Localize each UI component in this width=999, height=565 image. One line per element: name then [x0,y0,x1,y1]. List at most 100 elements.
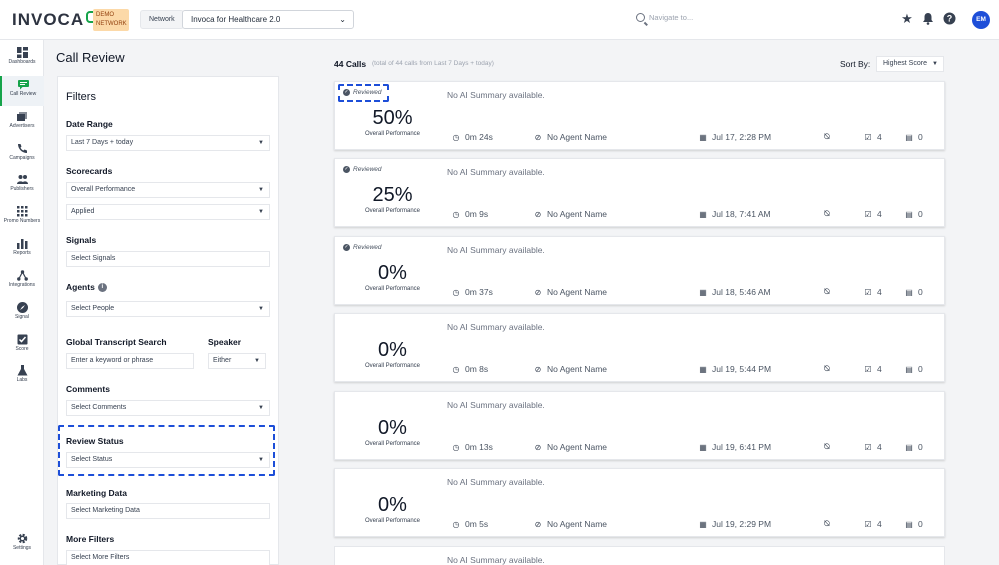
nav-settings[interactable]: Settings [0,530,44,560]
datetime-value: Jul 18, 7:41 AM [712,209,771,219]
gear-icon [17,533,28,544]
network-label: Network [140,10,184,29]
call-card[interactable]: No AI Summary available. 0% Overall Perf… [334,391,945,460]
signals-placeholder: Select Signals [71,255,116,262]
bell-icon[interactable] [921,12,935,26]
agents-placeholder: Select People [71,305,115,312]
nav-score[interactable]: Score [0,331,44,361]
check-circle-icon: ✓ [343,244,350,251]
score-icon [17,334,28,345]
nav-campaigns[interactable]: Campaigns [0,140,44,170]
flag-off-icon[interactable]: ⦰ [823,442,831,451]
call-card[interactable]: ✓ Reviewed No AI Summary available. 25% O… [334,158,945,227]
call-duration: ◷ 0m 37s [452,287,493,297]
nav-advertisers[interactable]: Advertisers [0,108,44,138]
nav-labs[interactable]: Labs [0,362,44,392]
left-nav: Dashboards Call Review Advertisers Campa… [0,40,44,565]
demo-network-badge: DEMO NETWORK [93,9,129,31]
more-filters-select[interactable]: Select More Filters [66,550,270,565]
transcript-search-input[interactable]: Enter a keyword or phrase [66,353,194,369]
signals-count: ☑ 4 [864,442,881,452]
info-icon[interactable]: i [97,283,107,293]
calendar-icon: ▦ [699,442,707,452]
comment-icon: ▤ [905,442,913,452]
network-select[interactable]: Invoca for Healthcare 2.0 ⌄ [182,10,354,29]
reviewed-badge: ✓ Reviewed [343,166,382,173]
integrations-icon [16,270,28,281]
publishers-icon [16,174,28,185]
caret-down-icon: ▼ [258,187,264,193]
comment-icon: ▤ [905,519,913,529]
signals-select[interactable]: Select Signals [66,251,270,267]
scorecards-label: Scorecards [66,166,113,176]
signals-label: Signals [66,235,97,245]
call-card[interactable]: ✓ Reviewed No AI Summary available. 0% Ov… [334,236,945,305]
comments-value: 0 [918,519,923,529]
calls-subtitle: (total of 44 calls from Last 7 Days + to… [372,60,494,67]
ai-summary: No AI Summary available. [447,322,545,332]
star-icon[interactable]: ★ [901,11,913,26]
user-avatar[interactable]: EM [972,11,990,29]
call-duration: ◷ 0m 13s [452,442,493,452]
call-card[interactable]: No AI Summary available. [334,546,945,565]
score-label: Overall Performance [364,286,421,292]
call-card[interactable]: No AI Summary available. 0% Overall Perf… [334,468,945,537]
agents-label-row: Agents i [66,282,107,293]
call-card[interactable]: ✓ Reviewed No AI Summary available. 50% O… [334,81,945,150]
reviewed-highlight [338,84,389,102]
invoca-logo[interactable]: INVOCA [12,10,101,30]
nav-label: Settings [12,545,32,551]
nav-promo-numbers[interactable]: Promo Numbers [0,203,44,233]
date-range-label: Date Range [66,119,113,129]
agent-name: ⊘ No Agent Name [534,442,607,452]
signals-count: ☑ 4 [864,287,881,297]
call-datetime: ▦ Jul 18, 5:46 AM [699,287,770,297]
comments-value: 0 [918,209,923,219]
call-datetime: ▦ Jul 19, 6:41 PM [699,442,771,452]
nav-dashboards[interactable]: Dashboards [0,44,44,74]
search-placeholder: Navigate to... [649,13,694,22]
flag-off-icon[interactable]: ⦰ [823,519,831,528]
flag-off-icon[interactable]: ⦰ [823,364,831,373]
help-icon[interactable]: ? [942,12,956,26]
review-status-select[interactable]: Select Status ▼ [66,452,270,468]
scorecard-select[interactable]: Overall Performance ▼ [66,182,270,198]
checkbox-icon: ☑ [864,364,872,374]
signals-count: ☑ 4 [864,132,881,142]
scorecard-state-select[interactable]: Applied ▼ [66,204,270,220]
calendar-icon: ▦ [699,287,707,297]
nav-reports[interactable]: Reports [0,235,44,265]
sort-by-select[interactable]: Highest Score ▼ [876,56,944,72]
promo-numbers-icon [16,206,28,217]
call-duration: ◷ 0m 5s [452,519,489,529]
flag-off-icon[interactable]: ⦰ [823,287,831,296]
campaigns-icon [17,143,28,154]
agents-select[interactable]: Select People ▼ [66,301,270,317]
review-status-label: Review Status [66,436,124,446]
clock-icon: ◷ [452,132,460,142]
comments-label: Comments [66,384,110,394]
reviewed-label: Reviewed [353,89,382,96]
calendar-icon: ▦ [699,519,707,529]
date-range-select[interactable]: Last 7 Days + today ▼ [66,135,270,151]
signal-icon [16,302,28,313]
flag-off-icon[interactable]: ⦰ [823,132,831,141]
agents-label: Agents [66,282,95,292]
signals-value: 4 [877,209,882,219]
nav-signal[interactable]: Signal [0,299,44,329]
checkbox-icon: ☑ [864,519,872,529]
reviewed-label: Reviewed [353,166,382,173]
speaker-select[interactable]: Either ▼ [208,353,266,369]
call-card[interactable]: No AI Summary available. 0% Overall Perf… [334,313,945,382]
comments-select[interactable]: Select Comments ▼ [66,400,270,416]
navigate-search[interactable]: Navigate to... [636,13,693,22]
nav-call-review[interactable]: Call Review [0,76,44,106]
flag-off-icon[interactable]: ⦰ [823,209,831,218]
nav-publishers[interactable]: Publishers [0,171,44,201]
ai-summary: No AI Summary available. [447,167,545,177]
duration-value: 0m 5s [465,519,489,529]
agent-value: No Agent Name [547,519,608,529]
nav-integrations[interactable]: Integrations [0,267,44,297]
filters-title: Filters [66,91,96,103]
marketing-data-select[interactable]: Select Marketing Data [66,503,270,519]
